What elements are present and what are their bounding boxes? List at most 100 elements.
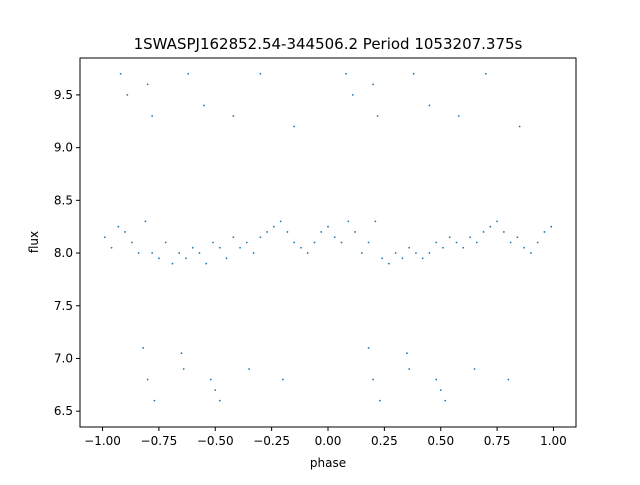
- data-point: [345, 72, 347, 75]
- data-point: [185, 257, 187, 260]
- data-point: [435, 241, 438, 244]
- data-point: [516, 236, 519, 239]
- data-point: [347, 220, 350, 223]
- data-point: [248, 368, 250, 370]
- data-point: [225, 257, 228, 260]
- data-point: [142, 347, 145, 349]
- data-point: [448, 236, 451, 239]
- data-point: [455, 241, 458, 244]
- data-point: [496, 220, 498, 223]
- data-point: [146, 378, 149, 381]
- data-point: [293, 125, 296, 128]
- y-tick-label: 9.0: [54, 141, 73, 155]
- data-point: [130, 241, 133, 244]
- data-point: [327, 225, 329, 228]
- data-point: [182, 368, 185, 370]
- data-point: [415, 252, 417, 254]
- data-point: [218, 246, 221, 249]
- data-point: [286, 231, 289, 233]
- y-tick-label: 8.0: [54, 246, 73, 260]
- y-tick-label: 7.5: [54, 299, 73, 313]
- data-point: [306, 252, 309, 254]
- data-point: [205, 262, 208, 265]
- data-point: [340, 241, 343, 244]
- x-tick-label: 0.00: [315, 434, 342, 448]
- data-point: [151, 252, 154, 254]
- data-point: [530, 252, 532, 254]
- data-point: [509, 241, 512, 244]
- data-point: [482, 231, 485, 233]
- data-point: [484, 72, 487, 75]
- y-axis-ticks: 6.5 7.0 7.5 8.0 8.5 9.0 9.5: [54, 88, 80, 418]
- data-point: [293, 241, 296, 244]
- x-axis-ticks: −1.00 −0.75 −0.50 −0.25 0.00 0.25 0.50 0.75 1.00: [84, 427, 567, 448]
- data-point: [180, 352, 183, 355]
- data-point: [245, 241, 248, 244]
- data-point: [360, 252, 363, 254]
- data-point: [444, 399, 447, 402]
- data-point: [367, 241, 370, 244]
- data-point: [507, 378, 510, 381]
- data-point: [313, 241, 316, 244]
- data-point: [239, 246, 241, 249]
- data-point: [153, 399, 156, 402]
- data-point: [146, 83, 149, 86]
- data-point: [550, 225, 553, 228]
- data-point: [401, 257, 404, 260]
- data-point: [543, 231, 546, 233]
- data-point: [124, 231, 126, 233]
- data-point: [421, 257, 424, 260]
- data-point: [232, 236, 235, 239]
- data-point: [435, 378, 438, 381]
- data-point: [126, 94, 129, 96]
- x-tick-label: 1.00: [540, 434, 567, 448]
- data-point: [272, 225, 275, 228]
- data-point: [439, 389, 442, 391]
- data-point: [412, 72, 415, 75]
- y-tick-label: 9.5: [54, 88, 73, 102]
- data-point: [252, 252, 255, 254]
- data-point: [518, 125, 521, 128]
- data-point: [151, 115, 154, 117]
- data-point: [354, 231, 356, 233]
- data-point: [333, 236, 336, 239]
- data-point: [103, 236, 106, 239]
- data-point: [469, 236, 471, 239]
- y-tick-label: 8.5: [54, 193, 73, 207]
- data-point: [489, 225, 492, 228]
- data-points: [103, 72, 553, 402]
- data-point: [473, 368, 476, 370]
- data-point: [462, 246, 465, 249]
- x-tick-label: −0.75: [141, 434, 178, 448]
- x-tick-label: 0.75: [484, 434, 511, 448]
- data-point: [428, 104, 431, 107]
- data-point: [178, 252, 181, 254]
- data-point: [232, 115, 235, 117]
- data-point: [117, 225, 120, 228]
- data-point: [144, 220, 147, 223]
- data-point: [351, 94, 354, 96]
- data-point: [378, 399, 381, 402]
- data-point: [119, 72, 122, 75]
- data-point: [320, 231, 323, 233]
- data-point: [171, 262, 174, 265]
- data-point: [372, 378, 374, 381]
- data-point: [164, 241, 167, 244]
- data-point: [374, 220, 377, 223]
- data-point: [218, 399, 221, 402]
- data-point: [376, 115, 379, 117]
- data-point: [523, 246, 526, 249]
- data-point: [394, 252, 397, 254]
- data-point: [191, 246, 194, 249]
- y-axis-label: flux: [27, 231, 41, 253]
- data-point: [408, 368, 411, 370]
- data-point: [457, 115, 460, 117]
- data-point: [158, 257, 160, 260]
- data-point: [137, 252, 140, 254]
- data-point: [442, 246, 444, 249]
- y-tick-label: 6.5: [54, 404, 73, 418]
- data-point: [475, 241, 478, 244]
- data-point: [502, 231, 505, 233]
